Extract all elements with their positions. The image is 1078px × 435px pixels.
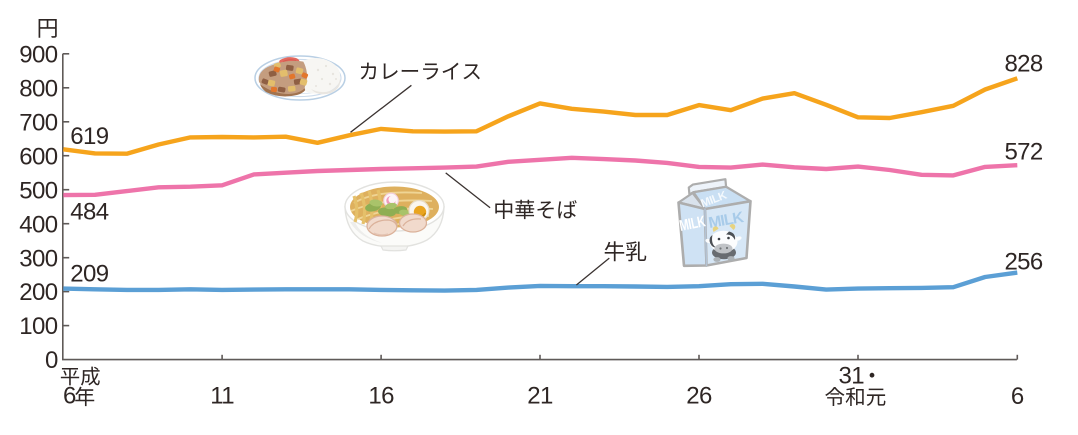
svg-text:MILK: MILK	[707, 209, 746, 232]
svg-text:MILK: MILK	[678, 212, 707, 234]
svg-text:6: 6	[63, 383, 76, 410]
svg-text:900: 900	[19, 41, 57, 68]
svg-text:400: 400	[19, 211, 57, 238]
svg-text:16: 16	[368, 383, 394, 410]
svg-text:619: 619	[70, 123, 108, 150]
svg-text:31: 31	[839, 362, 865, 389]
svg-text:700: 700	[19, 109, 57, 136]
svg-text:572: 572	[1004, 139, 1042, 166]
svg-text:100: 100	[19, 313, 57, 340]
svg-text:209: 209	[70, 261, 108, 288]
svg-text:828: 828	[1004, 51, 1042, 78]
svg-text:11: 11	[210, 383, 234, 410]
svg-text:256: 256	[1004, 248, 1042, 275]
svg-text:0: 0	[45, 347, 58, 374]
svg-text:800: 800	[19, 75, 57, 102]
svg-text:6: 6	[1011, 383, 1024, 410]
svg-text:500: 500	[19, 177, 57, 204]
svg-text:21: 21	[527, 383, 553, 410]
svg-text:300: 300	[19, 245, 57, 272]
svg-text:600: 600	[19, 143, 57, 170]
svg-text:200: 200	[19, 279, 57, 306]
svg-text:26: 26	[686, 383, 712, 410]
svg-text:484: 484	[70, 198, 108, 225]
